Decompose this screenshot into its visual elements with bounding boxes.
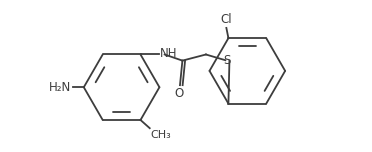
- Text: S: S: [224, 54, 231, 67]
- Text: NH: NH: [160, 47, 177, 60]
- Text: CH₃: CH₃: [151, 130, 171, 140]
- Text: H₂N: H₂N: [49, 81, 71, 94]
- Text: Cl: Cl: [221, 13, 232, 26]
- Text: O: O: [174, 87, 183, 100]
